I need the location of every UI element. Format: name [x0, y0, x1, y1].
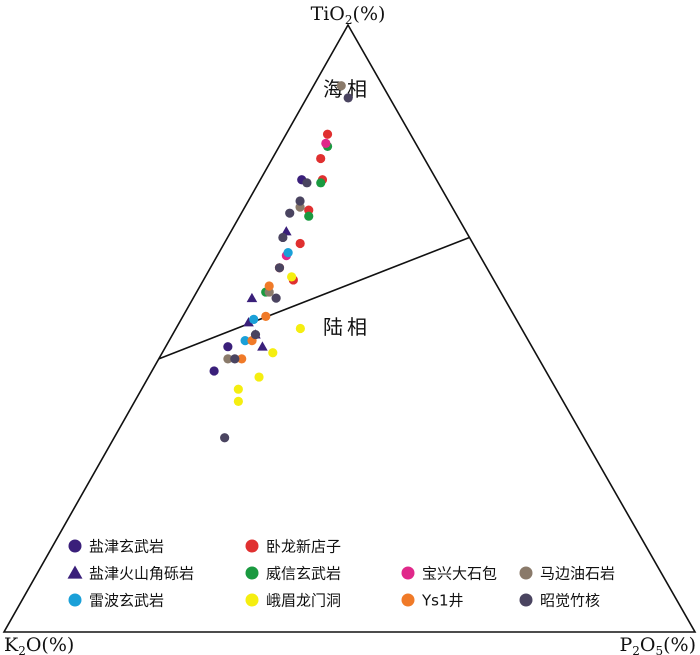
legend-marker-4	[401, 566, 415, 580]
data-point-s3-1	[316, 178, 326, 188]
data-point-s9-1	[302, 178, 312, 188]
axis-label-left: K2O(%)	[4, 634, 74, 655]
data-point-s9-4	[278, 232, 288, 243]
data-point-s1-4	[257, 341, 268, 351]
data-point-s0-1	[209, 366, 219, 376]
legend-marker-3	[245, 566, 259, 580]
legend-label-4: 宝兴大石包	[422, 565, 497, 583]
legend-label-3: 威信玄武岩	[266, 565, 341, 583]
data-point-s7-4	[233, 384, 243, 394]
legend-label-7: 峨眉龙门洞	[266, 592, 341, 610]
data-point-s7-3	[254, 372, 264, 382]
data-point-s7-2	[268, 348, 278, 358]
data-point-s9-7	[250, 329, 261, 340]
legend-marker-5	[519, 566, 533, 580]
data-point-s9-2	[295, 196, 305, 206]
data-point-s3-2	[304, 211, 314, 221]
data-point-s9-5	[274, 263, 285, 273]
data-point-s7-0	[287, 272, 297, 282]
data-point-s8-4	[237, 354, 247, 364]
data-point-s9-9	[220, 433, 230, 443]
field-label-continental: 陆相	[323, 315, 371, 339]
legend-label-1: 盐津火山角砾岩	[89, 565, 194, 583]
ternary-triangle	[2, 23, 697, 633]
legend-marker-7	[245, 593, 259, 607]
data-point-s9-6	[271, 293, 281, 303]
data-point-s8-2	[261, 311, 271, 321]
legend-label-8: Ys1井	[421, 592, 464, 610]
data-point-s6-2	[240, 336, 250, 346]
axis-label-right: P2O5(%)	[619, 634, 696, 655]
data-point-s2-4	[295, 238, 305, 249]
legend-label-9: 昭觉竹核	[540, 592, 600, 610]
data-points	[209, 81, 353, 443]
data-point-s0-2	[223, 342, 233, 352]
data-point-s9-0	[343, 93, 353, 103]
legend-label-5: 马边油石岩	[540, 565, 615, 583]
legend-marker-2	[245, 539, 259, 553]
data-point-s9-3	[285, 208, 295, 218]
data-point-s2-1	[316, 153, 326, 164]
axis-label-top: TiO2(%)	[311, 3, 386, 27]
data-point-s2-0	[322, 129, 333, 139]
data-point-s4-0	[321, 138, 331, 148]
data-point-s5-0	[336, 81, 346, 91]
data-point-s7-1	[295, 323, 305, 334]
data-point-s6-0	[283, 248, 293, 258]
legend-label-0: 盐津玄武岩	[89, 538, 164, 556]
legend-marker-0	[68, 539, 82, 553]
data-point-s1-1	[246, 292, 258, 303]
legend-label-2: 卧龙新店子	[266, 538, 341, 556]
legend-label-6: 雷波玄武岩	[89, 592, 164, 610]
legend-marker-8	[401, 593, 415, 607]
data-point-s1-2	[243, 317, 254, 327]
data-point-s5-3	[223, 354, 233, 364]
legend-marker-1	[67, 565, 83, 579]
data-point-s6-1	[249, 314, 259, 324]
data-point-s8-1	[264, 281, 274, 291]
field-boundary-line	[158, 236, 470, 360]
legend-marker-9	[519, 593, 533, 607]
data-point-s9-8	[230, 354, 240, 364]
legend-marker-6	[68, 593, 82, 607]
data-point-s7-5	[233, 396, 243, 406]
